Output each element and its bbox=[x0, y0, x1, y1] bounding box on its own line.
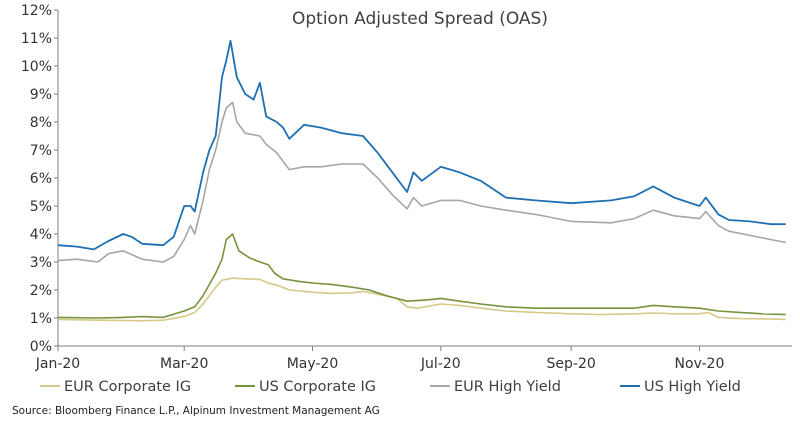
y-tick-label: 11% bbox=[21, 31, 52, 47]
x-tick-label: May-20 bbox=[287, 356, 339, 372]
x-tick-label: Sep-20 bbox=[547, 356, 596, 372]
y-axis: 0% 1% 2% 3% 4% 5% 6% 7% 8% 9% 10% 11% 12% bbox=[21, 3, 58, 355]
y-tick-label: 5% bbox=[30, 199, 52, 215]
source-note: Source: Bloomberg Finance L.P., Alpinum … bbox=[12, 405, 380, 417]
series-line-eur-corporate-ig bbox=[57, 277, 786, 322]
y-tick-label: 10% bbox=[21, 59, 52, 75]
y-tick-label: 12% bbox=[21, 3, 52, 19]
y-tick-label: 6% bbox=[30, 171, 52, 187]
legend: EUR Corporate IG US Corporate IG EUR High … bbox=[40, 379, 741, 395]
legend-label: EUR High Yield bbox=[454, 379, 561, 395]
chart-title: Option Adjusted Spread (OAS) bbox=[292, 9, 548, 29]
legend-label: EUR Corporate IG bbox=[64, 379, 191, 395]
x-tick-label: Jan-20 bbox=[35, 356, 80, 372]
y-tick-label: 3% bbox=[30, 255, 52, 271]
y-tick-label: 2% bbox=[30, 283, 52, 299]
legend-label: US High Yield bbox=[644, 379, 741, 395]
series-lines bbox=[57, 39, 786, 322]
x-tick-label: Mar-20 bbox=[160, 356, 208, 372]
series-line-eur-high-yield bbox=[57, 101, 786, 263]
y-tick-label: 9% bbox=[30, 87, 52, 103]
y-tick-label: 0% bbox=[30, 339, 52, 355]
legend-label: US Corporate IG bbox=[259, 379, 376, 395]
x-axis: Jan-20 Mar-20 May-20 Jul-20 Sep-20 Nov-20 bbox=[35, 346, 725, 372]
y-tick-label: 1% bbox=[30, 311, 52, 327]
y-tick-label: 4% bbox=[30, 227, 52, 243]
series-line-us-high-yield bbox=[57, 39, 786, 251]
x-tick-label: Jul-20 bbox=[420, 356, 461, 372]
y-tick-label: 7% bbox=[30, 143, 52, 159]
x-tick-label: Nov-20 bbox=[675, 356, 725, 372]
y-tick-label: 8% bbox=[30, 115, 52, 131]
series-line-us-corporate-ig bbox=[57, 233, 786, 319]
